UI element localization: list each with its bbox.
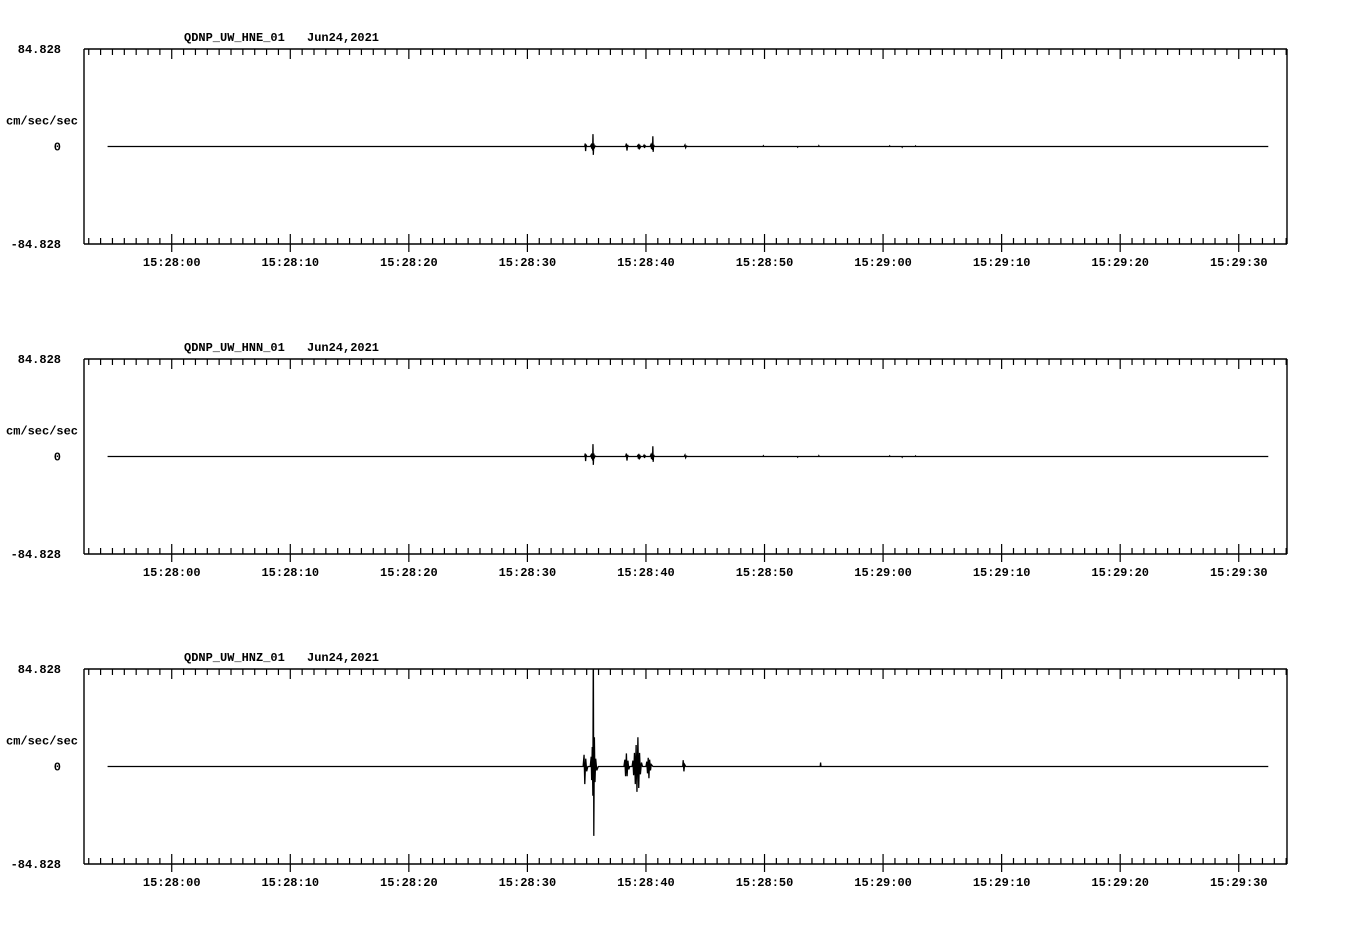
svg-text:Jun24,2021: Jun24,2021 [307,651,379,665]
svg-text:0: 0 [54,761,61,775]
svg-text:0: 0 [54,451,61,465]
svg-text:15:29:20: 15:29:20 [1091,876,1149,890]
svg-text:QDNP_UW_HNZ_01: QDNP_UW_HNZ_01 [184,651,285,665]
svg-text:15:29:20: 15:29:20 [1091,256,1149,270]
svg-text:15:28:50: 15:28:50 [736,256,794,270]
svg-text:84.828: 84.828 [18,663,61,677]
svg-text:15:28:30: 15:28:30 [499,876,557,890]
svg-text:15:28:50: 15:28:50 [736,876,794,890]
svg-text:15:29:30: 15:29:30 [1210,256,1268,270]
svg-text:-84.828: -84.828 [11,548,61,562]
svg-text:15:29:10: 15:29:10 [973,256,1031,270]
svg-text:84.828: 84.828 [18,353,61,367]
svg-text:0: 0 [54,141,61,155]
svg-text:15:29:00: 15:29:00 [854,566,912,580]
svg-text:15:29:30: 15:29:30 [1210,876,1268,890]
svg-text:-84.828: -84.828 [11,858,61,872]
svg-text:15:28:10: 15:28:10 [261,256,319,270]
svg-text:-84.828: -84.828 [11,238,61,252]
svg-text:cm/sec/sec: cm/sec/sec [6,735,78,749]
svg-text:Jun24,2021: Jun24,2021 [307,341,379,355]
svg-text:15:28:10: 15:28:10 [261,876,319,890]
svg-text:15:28:40: 15:28:40 [617,256,675,270]
svg-text:15:29:10: 15:29:10 [973,566,1031,580]
svg-text:15:29:20: 15:29:20 [1091,566,1149,580]
svg-text:QDNP_UW_HNN_01: QDNP_UW_HNN_01 [184,341,285,355]
svg-text:15:28:20: 15:28:20 [380,566,438,580]
svg-text:QDNP_UW_HNE_01: QDNP_UW_HNE_01 [184,31,285,45]
svg-text:15:28:30: 15:28:30 [499,256,557,270]
svg-text:15:28:40: 15:28:40 [617,566,675,580]
svg-text:15:29:00: 15:29:00 [854,256,912,270]
svg-text:15:29:00: 15:29:00 [854,876,912,890]
svg-text:Jun24,2021: Jun24,2021 [307,31,379,45]
svg-text:15:28:00: 15:28:00 [143,256,201,270]
svg-text:15:29:30: 15:29:30 [1210,566,1268,580]
svg-text:15:28:40: 15:28:40 [617,876,675,890]
svg-text:15:28:20: 15:28:20 [380,876,438,890]
svg-text:15:28:30: 15:28:30 [499,566,557,580]
svg-text:15:28:50: 15:28:50 [736,566,794,580]
svg-text:cm/sec/sec: cm/sec/sec [6,425,78,439]
svg-text:cm/sec/sec: cm/sec/sec [6,115,78,129]
svg-text:15:28:20: 15:28:20 [380,256,438,270]
svg-text:15:28:10: 15:28:10 [261,566,319,580]
svg-text:15:29:10: 15:29:10 [973,876,1031,890]
svg-text:15:28:00: 15:28:00 [143,566,201,580]
svg-text:84.828: 84.828 [18,43,61,57]
svg-text:15:28:00: 15:28:00 [143,876,201,890]
